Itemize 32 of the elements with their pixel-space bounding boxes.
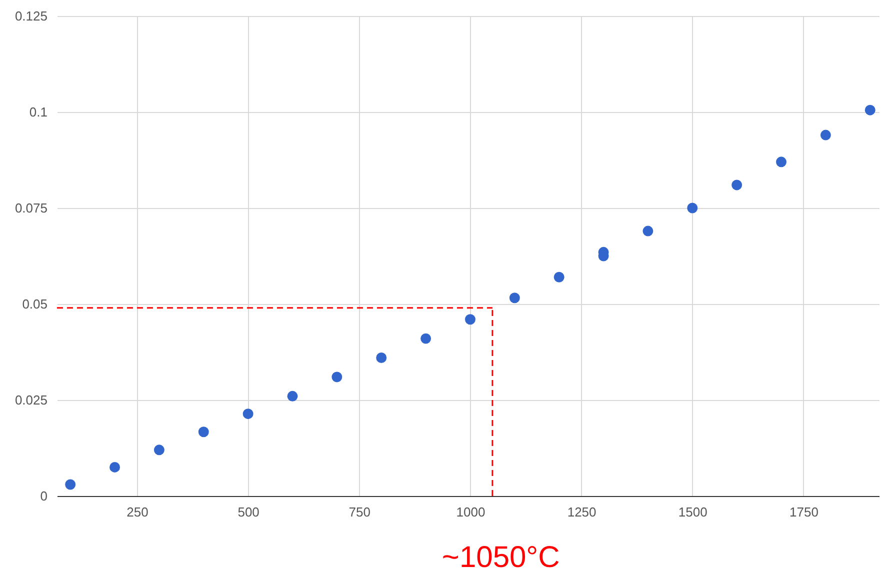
text: ~1050°C xyxy=(442,541,560,574)
point xyxy=(732,180,742,190)
x-tick-label: 1500 xyxy=(678,504,708,520)
point xyxy=(287,390,298,402)
point xyxy=(776,156,786,168)
point xyxy=(420,333,432,344)
point xyxy=(110,462,120,472)
point xyxy=(509,292,520,304)
x-tick-label: 1250 xyxy=(567,504,596,520)
point xyxy=(864,104,876,116)
y-tick-label: 0.1 xyxy=(29,104,48,120)
point xyxy=(332,372,342,382)
point xyxy=(154,444,164,456)
y-tick-label: 0.075 xyxy=(14,200,48,216)
point xyxy=(376,352,387,363)
point xyxy=(554,272,564,282)
x-tick-label: 1000 xyxy=(456,504,486,520)
point xyxy=(198,426,209,438)
y-tick-label: 0.05 xyxy=(22,296,48,312)
y-tick-label: 0 xyxy=(40,488,48,504)
x-tick-label: 250 xyxy=(126,504,148,520)
x-tick-label: 750 xyxy=(348,504,370,520)
x-tick-label: 1750 xyxy=(790,504,818,520)
point xyxy=(687,202,698,214)
point xyxy=(642,226,654,236)
y-tick-label: 0.025 xyxy=(14,392,48,408)
x-tick-label: 500 xyxy=(238,504,260,520)
point xyxy=(65,479,76,490)
point xyxy=(242,408,254,420)
point xyxy=(820,130,831,140)
point xyxy=(464,314,476,325)
y-tick-label: 0.125 xyxy=(14,8,48,24)
